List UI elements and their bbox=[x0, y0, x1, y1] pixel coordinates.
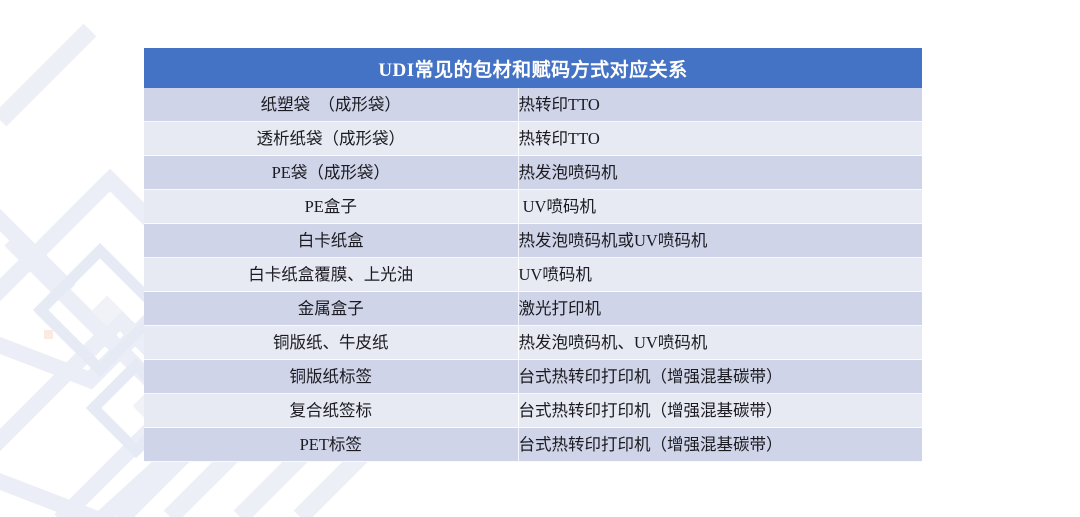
table-title: UDI常见的包材和赋码方式对应关系 bbox=[144, 48, 922, 88]
table-title-row: UDI常见的包材和赋码方式对应关系 bbox=[144, 48, 922, 88]
cell-method: 热发泡喷码机、UV喷码机 bbox=[518, 326, 922, 360]
cell-material: PET标签 bbox=[144, 428, 519, 462]
cell-method: 台式热转印打印机（增强混基碳带） bbox=[518, 428, 922, 462]
table-row: 复合纸签标 台式热转印打印机（增强混基碳带） bbox=[144, 394, 922, 428]
cell-material: 铜版纸、牛皮纸 bbox=[144, 326, 519, 360]
cell-material: PE袋（成形袋） bbox=[144, 156, 519, 190]
table-row: PE袋（成形袋） 热发泡喷码机 bbox=[144, 156, 922, 190]
udi-mapping-table: UDI常见的包材和赋码方式对应关系 纸塑袋 （成形袋） 热转印TTO 透析纸袋（成形… bbox=[144, 48, 922, 462]
cell-method: 热转印TTO bbox=[518, 122, 922, 156]
table-row: 白卡纸盒 热发泡喷码机或UV喷码机 bbox=[144, 224, 922, 258]
cell-method: 热转印TTO bbox=[518, 88, 922, 122]
cell-material: 铜版纸标签 bbox=[144, 360, 519, 394]
cell-method: UV喷码机 bbox=[518, 190, 922, 224]
cell-method: 台式热转印打印机（增强混基碳带） bbox=[518, 360, 922, 394]
table-row: 铜版纸、牛皮纸 热发泡喷码机、UV喷码机 bbox=[144, 326, 922, 360]
table-row: 铜版纸标签 台式热转印打印机（增强混基碳带） bbox=[144, 360, 922, 394]
cell-material: 金属盒子 bbox=[144, 292, 519, 326]
cell-method: 激光打印机 bbox=[518, 292, 922, 326]
table-row: PET标签 台式热转印打印机（增强混基碳带） bbox=[144, 428, 922, 462]
table-row: 透析纸袋（成形袋） 热转印TTO bbox=[144, 122, 922, 156]
table-header: UDI常见的包材和赋码方式对应关系 bbox=[144, 48, 922, 88]
cell-material: 复合纸签标 bbox=[144, 394, 519, 428]
cell-method: 台式热转印打印机（增强混基碳带） bbox=[518, 394, 922, 428]
cell-material: 白卡纸盒 bbox=[144, 224, 519, 258]
table-row: 白卡纸盒覆膜、上光油 UV喷码机 bbox=[144, 258, 922, 292]
udi-mapping-table-container: UDI常见的包材和赋码方式对应关系 纸塑袋 （成形袋） 热转印TTO 透析纸袋（成形… bbox=[144, 48, 922, 462]
cell-method: UV喷码机 bbox=[518, 258, 922, 292]
table-body: 纸塑袋 （成形袋） 热转印TTO 透析纸袋（成形袋） 热转印TTO PE袋（成形袋） 热发… bbox=[144, 88, 922, 462]
cell-material: 白卡纸盒覆膜、上光油 bbox=[144, 258, 519, 292]
table-row: 金属盒子 激光打印机 bbox=[144, 292, 922, 326]
cell-material: 纸塑袋 （成形袋） bbox=[144, 88, 519, 122]
cell-material: PE盒子 bbox=[144, 190, 519, 224]
cell-method: 热发泡喷码机或UV喷码机 bbox=[518, 224, 922, 258]
cell-method: 热发泡喷码机 bbox=[518, 156, 922, 190]
cell-material: 透析纸袋（成形袋） bbox=[144, 122, 519, 156]
table-row: 纸塑袋 （成形袋） 热转印TTO bbox=[144, 88, 922, 122]
table-row: PE盒子 UV喷码机 bbox=[144, 190, 922, 224]
